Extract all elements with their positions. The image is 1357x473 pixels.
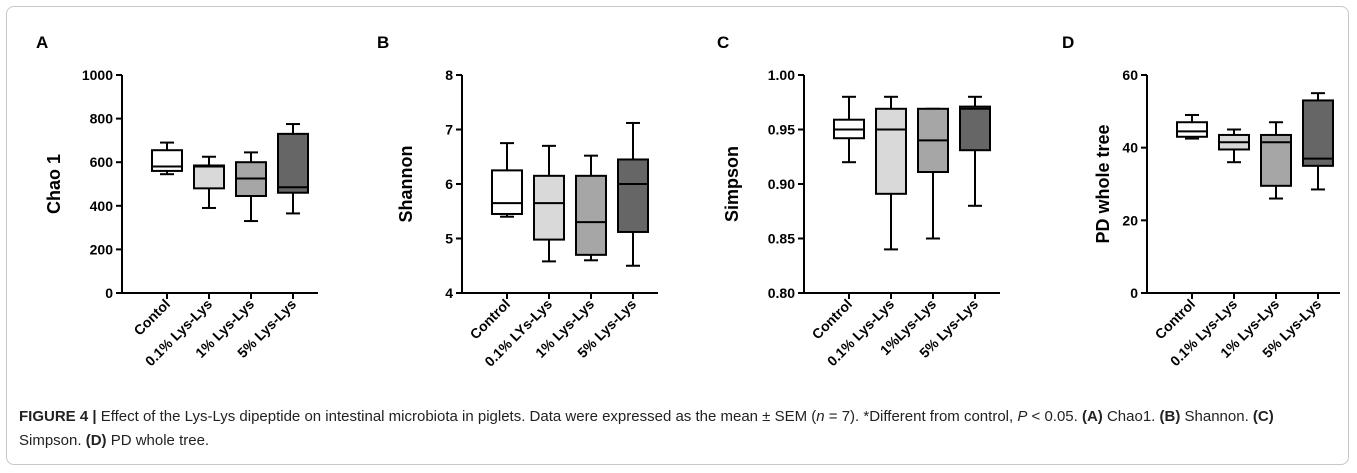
box-2 <box>533 144 565 263</box>
caption-label-c: (C) <box>1252 408 1274 425</box>
y-tick-label: 6 <box>445 176 453 192</box>
box-3 <box>575 154 607 262</box>
y-axis-title: Shannon <box>396 146 416 223</box>
y-tick-label: 0.85 <box>768 231 795 247</box>
box-body <box>875 107 907 195</box>
y-tick-label: 200 <box>90 241 114 257</box>
figure-caption: FIGURE 4 | Effect of the Lys-Lys dipepti… <box>19 405 1337 453</box>
y-axis-title: PD whole tree <box>1093 124 1113 243</box>
box-3 <box>1260 121 1292 200</box>
y-tick-label: 0 <box>1130 285 1138 301</box>
y-tick-label: 4 <box>445 285 453 301</box>
box-1 <box>151 141 183 176</box>
box-4 <box>1302 92 1334 191</box>
y-tick-label: 8 <box>445 67 453 83</box>
caption-text-2: = 7). *Different from control, <box>824 408 1018 425</box>
y-tick-label: 0.90 <box>768 176 795 192</box>
box-1 <box>491 142 523 218</box>
panel-letter: C <box>717 33 729 52</box>
box-body <box>491 169 523 215</box>
box-body <box>1260 133 1292 187</box>
y-tick-label: 7 <box>445 122 453 138</box>
box-body <box>617 158 649 233</box>
box-body <box>959 105 991 152</box>
box-body <box>575 174 607 256</box>
caption-text-a: Chao1. <box>1102 408 1160 425</box>
caption-text-c: Simpson. <box>19 432 86 449</box>
box-3 <box>235 151 267 223</box>
y-tick-label: 400 <box>90 198 114 214</box>
caption-text-3: < 0.05. <box>1027 408 1082 425</box>
box-4 <box>959 95 991 207</box>
y-axis-title: Simpson <box>722 146 742 222</box>
box-body <box>533 174 565 241</box>
caption-text-b: Shannon. <box>1180 408 1253 425</box>
y-tick-label: 40 <box>1122 140 1138 156</box>
y-tick-label: 0.95 <box>768 122 795 138</box>
box-body <box>193 164 225 190</box>
box-4 <box>617 121 649 267</box>
box-2 <box>875 95 907 251</box>
y-tick-label: 0 <box>105 285 113 301</box>
box-body <box>1302 99 1334 167</box>
caption-text-1: Effect of the Lys-Lys dipeptide on intes… <box>96 408 817 425</box>
caption-text-d: PD whole tree. <box>106 432 210 449</box>
caption-n: n <box>816 408 825 425</box>
panel-letter: B <box>377 33 389 52</box>
box-2 <box>193 155 225 209</box>
panel-letter: D <box>1062 33 1074 52</box>
figure-frame <box>6 6 1349 465</box>
y-tick-label: 1000 <box>82 67 113 83</box>
box-body <box>1176 121 1208 138</box>
y-tick-label: 600 <box>90 154 114 170</box>
box-1 <box>833 95 865 164</box>
box-3 <box>917 107 949 240</box>
panel-c: CSimpson0.800.850.900.951.00Control0.1% … <box>717 33 1000 369</box>
box-body <box>277 132 309 194</box>
caption-label-d: (D) <box>85 432 107 449</box>
box-body <box>151 149 183 172</box>
figure-label: FIGURE 4 | <box>19 408 97 425</box>
box-1 <box>1176 113 1208 140</box>
y-tick-label: 60 <box>1122 67 1138 83</box>
box-2 <box>1218 128 1250 164</box>
y-tick-label: 1.00 <box>768 67 795 83</box>
y-tick-label: 0.80 <box>768 285 795 301</box>
y-tick-label: 5 <box>445 231 453 247</box>
caption-label-b: (B) <box>1159 408 1181 425</box>
caption-label-a: (A) <box>1081 408 1103 425</box>
box-4 <box>277 123 309 215</box>
y-axis-title: Chao 1 <box>44 154 64 214</box>
panel-letter: A <box>36 33 48 52</box>
y-tick-label: 20 <box>1122 212 1138 228</box>
y-tick-label: 800 <box>90 111 114 127</box>
caption-p: P <box>1017 408 1028 425</box>
